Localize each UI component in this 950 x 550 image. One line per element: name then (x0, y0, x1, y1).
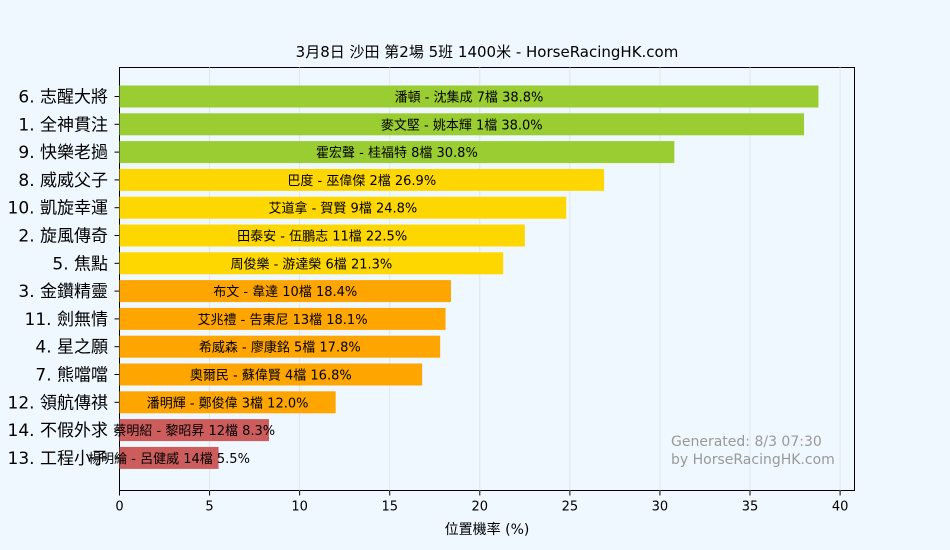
x-tick-label: 10 (291, 500, 308, 515)
y-tick-label: 2. 旋風傳奇 (18, 227, 108, 247)
bar-data-label: 蔡明紹 - 黎昭昇 12檔 8.3% (113, 424, 275, 439)
bar-data-label: 霍宏聲 - 桂福特 8檔 30.8% (316, 145, 478, 161)
bars (119, 85, 819, 469)
bar-data-label: 麥文堅 - 姚本輝 1檔 38.0% (381, 117, 543, 133)
x-axis-ticks: 0 5 10 15 20 25 30 35 40 (115, 490, 849, 515)
bar (119, 252, 504, 275)
watermark-generated: Generated: 8/3 07:30 (671, 434, 822, 450)
y-tick-label: 13. 工程小子 (8, 449, 108, 469)
bar (119, 224, 525, 247)
x-tick-label: 40 (832, 500, 849, 515)
bar (119, 307, 446, 330)
y-tick-label: 9. 快樂老撾 (18, 143, 108, 163)
bar (119, 391, 336, 414)
bar (119, 113, 805, 136)
bar (119, 419, 270, 442)
bar-data-label: 奧爾民 - 蘇偉賢 4檔 16.8% (190, 369, 352, 384)
x-tick-label: 0 (115, 500, 123, 515)
y-tick-label: 4. 星之願 (35, 338, 108, 358)
y-tick-label: 5. 焦點 (52, 254, 108, 274)
y-tick-label: 6. 志醒大將 (18, 88, 108, 108)
watermark-site: by HorseRacingHK.com (671, 452, 835, 468)
x-tick-label: 15 (381, 500, 398, 515)
y-tick-label: 7. 熊噹噹 (35, 366, 108, 386)
bar-data-label: 田泰安 - 伍鵬志 11檔 22.5% (237, 230, 407, 245)
y-tick-label: 12. 領航傳祺 (8, 393, 108, 413)
bar-labels: 潘頓 - 沈集成 7檔 38.8% 麥文堅 - 姚本輝 1檔 38.0% 霍宏聲 -… (88, 90, 543, 467)
bar-data-label: 艾道拿 - 賀賢 9檔 24.8% (268, 201, 417, 217)
bar (119, 168, 605, 191)
x-tick-label: 5 (205, 500, 213, 515)
y-tick-label: 8. 威威父子 (18, 171, 108, 191)
y-tick-label: 14. 不假外求 (8, 421, 108, 441)
bar-data-label: 布文 - 韋達 10檔 18.4% (213, 285, 357, 300)
y-tick-label: 11. 劍無情 (25, 310, 108, 330)
bar-data-label: 巴度 - 巫偉傑 2檔 26.9% (287, 173, 436, 189)
x-tick-label: 30 (652, 500, 669, 515)
y-tick-label: 1. 全神貫注 (18, 115, 108, 135)
x-tick-label: 20 (472, 500, 489, 515)
bar (119, 446, 219, 469)
y-axis-labels: 6. 志醒大將 1. 全神貫注 9. 快樂老撾 8. 威威父子 10. 凱旋幸運 2. 旋… (8, 88, 120, 469)
bar-data-label: 艾兆禮 - 告東尼 13檔 18.1% (198, 312, 368, 328)
bar-data-label: 潘明輝 - 鄭俊偉 3檔 12.0% (147, 396, 309, 411)
x-tick-label: 25 (562, 500, 579, 515)
bar (119, 141, 675, 164)
bar-data-label: 周俊樂 - 游達榮 6檔 21.3% (230, 256, 392, 272)
x-axis-label: 位置機率 (%) (445, 521, 530, 538)
bar (119, 85, 819, 108)
bar (119, 363, 423, 386)
bar (119, 280, 451, 303)
y-tick-label: 3. 金鑽精靈 (18, 282, 108, 302)
bar-data-label: 楊明綸 - 呂健威 14檔 5.5% (88, 451, 250, 467)
y-tick-label: 10. 凱旋幸運 (8, 199, 108, 219)
x-tick-label: 35 (742, 500, 759, 515)
bar-data-label: 希威森 - 廖康銘 5檔 17.8% (199, 340, 361, 356)
chart-title: 3月8日 沙田 第2場 5班 1400米 - HorseRacingHK.com (296, 43, 679, 61)
bar-data-label: 潘頓 - 沈集成 7檔 38.8% (395, 90, 544, 106)
bar (119, 335, 441, 358)
bar (119, 196, 567, 219)
